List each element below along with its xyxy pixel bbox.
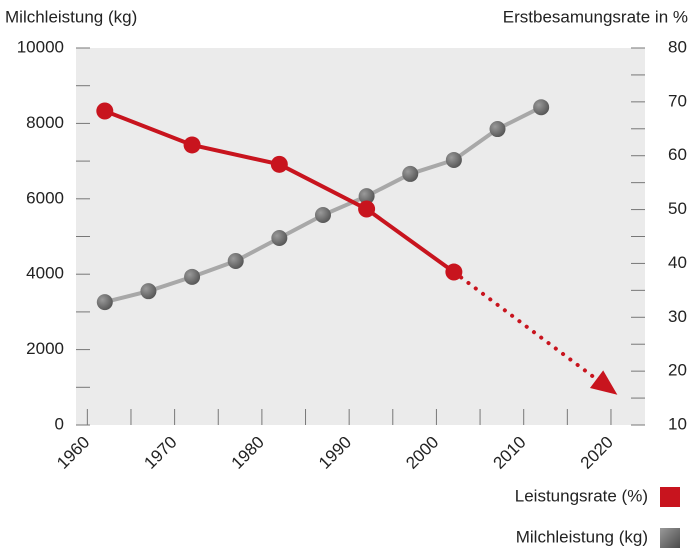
data-point: [489, 121, 506, 138]
x-tick-label: 2010: [490, 433, 530, 473]
legend-label: Leistungsrate (%): [515, 486, 648, 505]
x-tick-label: 1990: [315, 433, 355, 473]
x-tick-label: 2020: [577, 433, 617, 473]
data-point: [402, 165, 419, 182]
y2-axis-title: Erstbesamungsrate in %: [503, 7, 688, 26]
data-point: [358, 200, 376, 218]
y-tick-label: 2000: [26, 339, 64, 358]
data-point: [271, 230, 288, 247]
data-point: [227, 253, 244, 270]
plot-area: [76, 48, 645, 425]
data-point: [96, 294, 113, 311]
forecast-arrowhead: [589, 370, 618, 395]
y-tick-label: 10000: [17, 37, 64, 56]
x-tick-label: 1960: [53, 433, 93, 473]
data-point: [140, 283, 157, 300]
y2-tick-label: 40: [668, 253, 687, 272]
y2-tick-label: 50: [668, 199, 687, 218]
legend-swatch: [660, 487, 680, 507]
y2-tick-label: 10: [668, 414, 687, 433]
data-point: [445, 263, 463, 281]
y-axis-title: Milchleistung (kg): [5, 7, 137, 26]
y-tick-label: 8000: [26, 113, 64, 132]
legend-swatch: [660, 528, 680, 548]
data-point: [270, 155, 288, 173]
y2-tick-label: 60: [668, 145, 687, 164]
y2-tick-label: 80: [668, 37, 687, 56]
y2-tick-label: 20: [668, 361, 687, 380]
data-point: [533, 99, 550, 116]
y-tick-label: 0: [55, 414, 64, 433]
y2-tick-label: 70: [668, 91, 687, 110]
data-point: [445, 151, 462, 168]
data-point: [314, 207, 331, 224]
y-tick-label: 6000: [26, 188, 64, 207]
data-point: [183, 136, 201, 154]
x-tick-label: 1970: [140, 433, 180, 473]
x-tick-label: 1980: [228, 433, 268, 473]
x-tick-label: 2000: [402, 433, 442, 473]
data-point: [96, 102, 114, 120]
data-point: [184, 268, 201, 285]
forecast-line: [451, 270, 602, 384]
y2-tick-label: 30: [668, 307, 687, 326]
legend-label: Milchleistung (kg): [516, 527, 648, 546]
y-tick-label: 4000: [26, 264, 64, 283]
data-point: [358, 188, 375, 205]
